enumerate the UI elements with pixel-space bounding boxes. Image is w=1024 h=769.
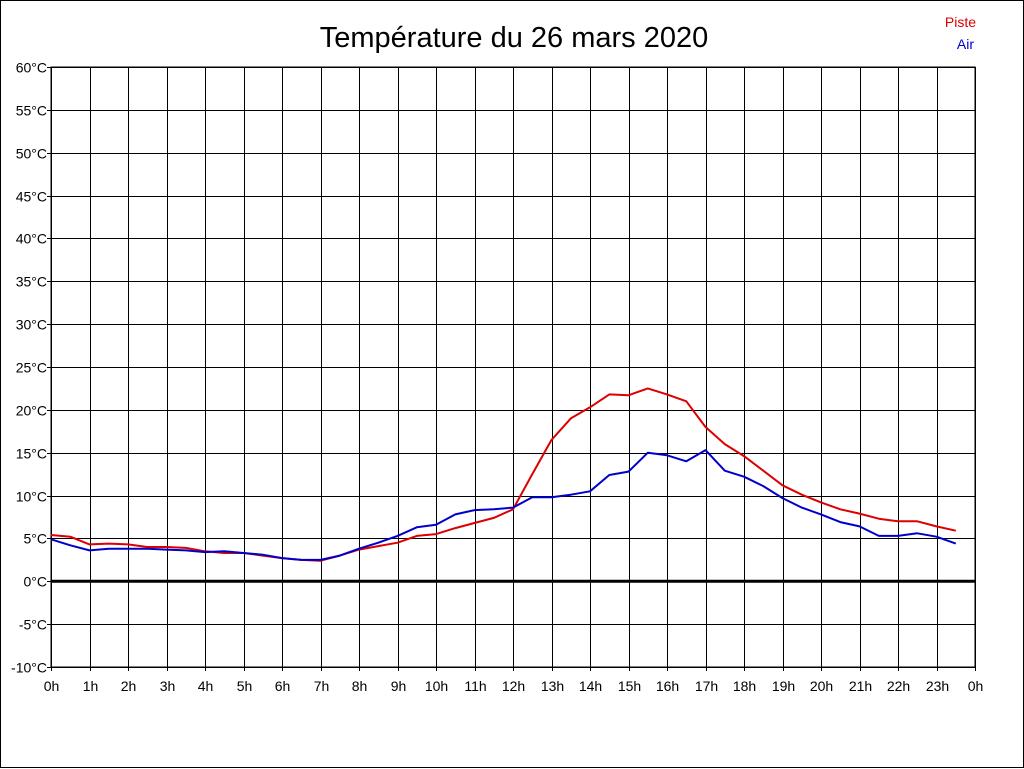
series-line-air (50, 449, 957, 561)
legend-entry-air: Air (957, 36, 974, 52)
x-tick-label: 2h (121, 678, 137, 694)
series-line-piste (50, 387, 957, 562)
x-tick-label: 16h (656, 678, 679, 694)
y-tick-label: 30°C (16, 317, 47, 333)
y-tick-label: 25°C (16, 360, 47, 376)
x-tick-label: 5h (237, 678, 253, 694)
series-lines (50, 387, 957, 562)
x-tick-label: 14h (579, 678, 602, 694)
x-tick-label: 13h (541, 678, 564, 694)
y-tick-label: 35°C (16, 274, 47, 290)
x-tick-label: 12h (502, 678, 525, 694)
x-tick-label: 6h (275, 678, 291, 694)
x-tick-label: 17h (695, 678, 718, 694)
x-tick-label: 7h (314, 678, 330, 694)
y-tick-label: 0°C (24, 574, 48, 590)
x-tick-label: 23h (926, 678, 949, 694)
y-tick-label: 55°C (16, 103, 47, 119)
x-tick-label: 10h (425, 678, 448, 694)
x-tick-label: 15h (618, 678, 641, 694)
x-tick-label: 3h (160, 678, 176, 694)
y-tick-label: -5°C (19, 617, 47, 633)
chart-title: Température du 26 mars 2020 (320, 22, 709, 54)
x-tick-label: 19h (772, 678, 795, 694)
y-tick-label: 50°C (16, 146, 47, 162)
y-tick-label: 20°C (16, 403, 47, 419)
y-tick-label: 40°C (16, 231, 47, 247)
axis-tick-labels: 0h 1h 2h 3h 4h 5h 6h 7h 8h 9h 10h 11h 12h 13h 14h 15h 16… (11, 60, 983, 695)
x-tick-label: 18h (733, 678, 756, 694)
y-tick-label: 45°C (16, 189, 47, 205)
x-tick-label: 9h (391, 678, 407, 694)
x-tick-label: 4h (198, 678, 214, 694)
x-tick-label: 0h (44, 678, 60, 694)
x-tick-label: 20h (810, 678, 833, 694)
x-tick-label: 21h (849, 678, 872, 694)
x-tick-label: 11h (464, 678, 486, 694)
y-tick-label: 5°C (24, 531, 48, 547)
legend-entry-piste: Piste (945, 14, 976, 30)
y-tick-label: 15°C (16, 446, 47, 462)
y-tick-label: 10°C (16, 489, 47, 505)
x-tick-label: 8h (352, 678, 368, 694)
x-tick-label: 0h (968, 678, 984, 694)
y-tick-label: 60°C (16, 60, 47, 76)
x-tick-label: 1h (83, 678, 99, 694)
y-tick-label: -10°C (11, 660, 47, 676)
x-tick-label: 22h (887, 678, 910, 694)
